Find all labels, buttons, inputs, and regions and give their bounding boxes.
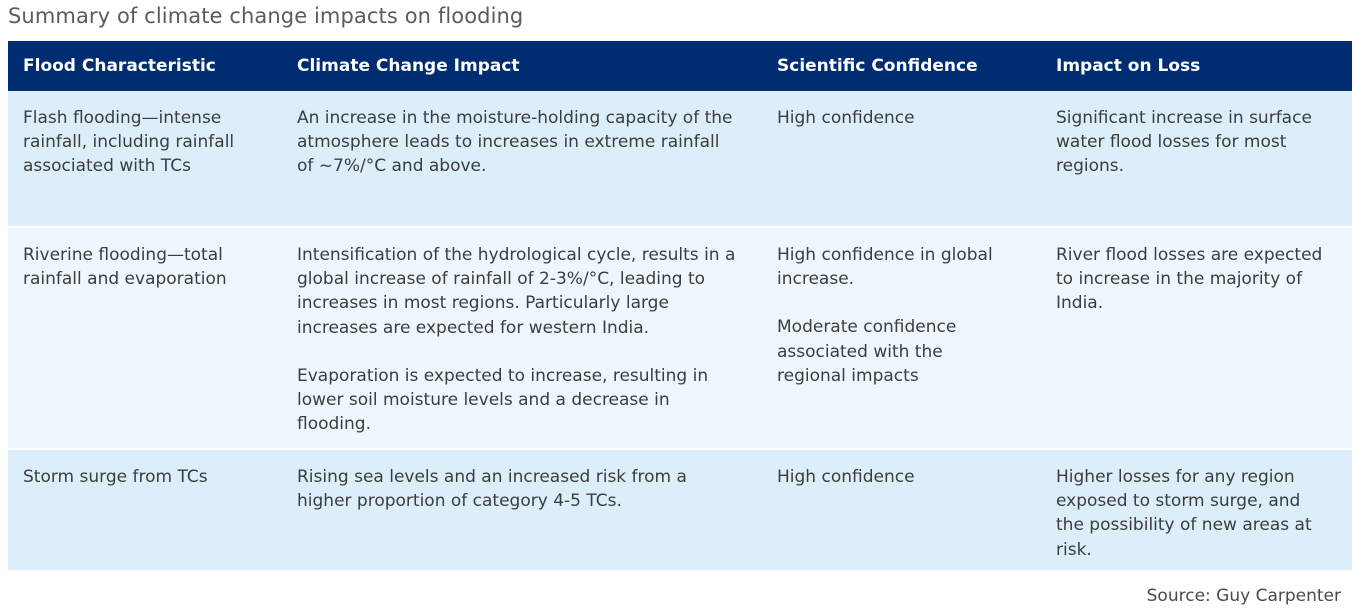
column-header: Climate Change Impact xyxy=(297,56,520,76)
confidence-text: High confidence xyxy=(777,108,915,128)
flood-impacts-table: Flood Characteristic Climate Change Impa… xyxy=(8,41,1352,570)
confidence-cell: High confidence xyxy=(762,91,1041,226)
page-title: Summary of climate change impacts on flo… xyxy=(8,4,524,28)
flood-characteristic-cell: Storm surge from TCs xyxy=(23,467,208,487)
loss-impact-cell: Higher losses for any region exposed to … xyxy=(1056,467,1312,560)
confidence-cell: High confidence xyxy=(762,450,1041,570)
loss-impact-cell: Significant increase in surface water fl… xyxy=(1056,108,1312,177)
column-header: Scientific Confidence xyxy=(777,56,978,76)
climate-impact-cell: Intensification of the hydrological cycl… xyxy=(282,228,762,448)
climate-impact-cell: Rising sea levels and an increased risk … xyxy=(282,450,762,570)
climate-impact-text: Evaporation is expected to increase, res… xyxy=(297,365,709,435)
confidence-text: High confidence xyxy=(777,467,915,487)
confidence-text: Moderate confidence associated with the … xyxy=(777,317,957,386)
confidence-cell: High confidence in global increase. Mode… xyxy=(762,228,1041,448)
flood-characteristic-cell: Riverine flooding—total rainfall and eva… xyxy=(23,245,227,290)
loss-impact-cell: River flood losses are expected to incre… xyxy=(1056,245,1323,314)
climate-impact-text: An increase in the moisture-holding capa… xyxy=(297,108,733,177)
table-row: Storm surge from TCs Rising sea levels a… xyxy=(8,448,1352,570)
table-header: Flood Characteristic Climate Change Impa… xyxy=(8,41,1352,91)
table-row: Flash flooding—intense rainfall, includi… xyxy=(8,91,1352,226)
table-row: Riverine flooding—total rainfall and eva… xyxy=(8,226,1352,448)
column-header: Flood Characteristic xyxy=(23,56,216,76)
source-note: Source: Guy Carpenter xyxy=(1146,586,1341,606)
column-header: Impact on Loss xyxy=(1056,56,1201,76)
climate-impact-text: Intensification of the hydrological cycl… xyxy=(297,245,736,338)
confidence-text: High confidence in global increase. xyxy=(777,245,993,290)
flood-characteristic-cell: Flash flooding—intense rainfall, includi… xyxy=(23,108,235,177)
climate-impact-text: Rising sea levels and an increased risk … xyxy=(297,467,687,512)
climate-impact-cell: An increase in the moisture-holding capa… xyxy=(282,91,762,226)
